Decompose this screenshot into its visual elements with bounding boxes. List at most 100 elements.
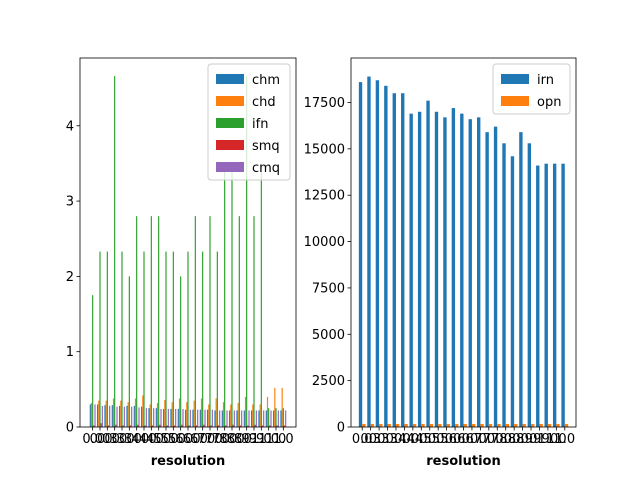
bar-chm-13 bbox=[185, 409, 187, 427]
x-tick-label: 0.6 bbox=[178, 432, 199, 447]
bar-irn-24 bbox=[561, 163, 565, 427]
x-tick-label: 0.8 bbox=[504, 432, 525, 447]
bar-ifn-22 bbox=[253, 216, 255, 427]
x-tick-label: 1.0 bbox=[251, 432, 272, 447]
bar-ifn-14 bbox=[194, 216, 196, 427]
bar-chm-2 bbox=[104, 405, 106, 427]
bar-opn-12 bbox=[463, 424, 467, 427]
bar-ifn-11 bbox=[172, 251, 174, 427]
x-tick-label: 0.8 bbox=[214, 432, 235, 447]
x-tick-label: 0.5 bbox=[156, 432, 177, 447]
bar-ifn-1 bbox=[99, 251, 101, 427]
x-tick-label: 0.6 bbox=[170, 432, 191, 447]
bar-smq-26 bbox=[283, 425, 286, 427]
x-tick-label: 1.0 bbox=[266, 432, 287, 447]
bar-chd-7 bbox=[142, 395, 144, 427]
bar-ifn-4 bbox=[121, 251, 123, 427]
bar-chd-17 bbox=[215, 398, 217, 427]
bar-smq-10 bbox=[166, 425, 168, 427]
x-tick-label: 1.0 bbox=[258, 432, 279, 447]
bar-chm-20 bbox=[236, 410, 238, 427]
bar-smq-25 bbox=[276, 425, 278, 427]
y-tick-label: 5000 bbox=[312, 328, 345, 343]
bar-opn-7 bbox=[421, 424, 425, 427]
y-tick-label: 15000 bbox=[304, 142, 345, 157]
x-tick-label: 0.5 bbox=[148, 432, 169, 447]
bar-smq-21 bbox=[247, 425, 249, 427]
x-tick-label: 0.7 bbox=[192, 432, 213, 447]
x-tick-label: 0.9 bbox=[236, 432, 257, 447]
bar-ifn-3 bbox=[114, 76, 116, 427]
bar-ifn-10 bbox=[165, 251, 167, 427]
bar-ifn-12 bbox=[180, 276, 182, 427]
bar-irn-19 bbox=[519, 132, 523, 428]
x-tick-label: 0.3 bbox=[369, 432, 390, 447]
bar-cmq-16 bbox=[211, 409, 213, 427]
x-tick-label: 1.0 bbox=[538, 432, 559, 447]
bar-chd-0 bbox=[90, 402, 93, 427]
bar-chm-24 bbox=[265, 410, 267, 427]
bar-ifn-6 bbox=[136, 216, 138, 427]
bar-chm-16 bbox=[207, 409, 209, 427]
legend-swatch-opn bbox=[501, 96, 529, 106]
bar-cmq-6 bbox=[138, 407, 140, 427]
bar-smq-2 bbox=[107, 425, 110, 427]
bar-chd-10 bbox=[164, 399, 166, 427]
bar-cmq-26 bbox=[285, 410, 287, 427]
bar-chd-12 bbox=[178, 398, 181, 427]
bar-ifn-16 bbox=[209, 216, 211, 427]
x-tick-label: 0.7 bbox=[200, 432, 221, 447]
x-tick-label: 0.7 bbox=[185, 432, 206, 447]
bar-ifn-5 bbox=[128, 276, 130, 427]
bar-opn-22 bbox=[547, 424, 552, 427]
series-ifn bbox=[92, 76, 284, 427]
bar-chm-1 bbox=[97, 404, 99, 427]
bar-irn-12 bbox=[460, 113, 464, 427]
bar-chm-26 bbox=[280, 410, 282, 427]
bar-irn-4 bbox=[392, 93, 396, 427]
x-tick-label: 0.6 bbox=[453, 432, 474, 447]
bar-chm-15 bbox=[199, 409, 201, 427]
bar-chm-23 bbox=[258, 410, 260, 427]
y-tick-label: 0 bbox=[337, 421, 345, 436]
legend-label-ifn: ifn bbox=[252, 117, 268, 132]
bar-cmq-17 bbox=[219, 410, 221, 427]
bar-smq-7 bbox=[144, 425, 146, 427]
bar-smq-17 bbox=[217, 425, 220, 427]
y-tick-label: 1 bbox=[66, 345, 74, 360]
x-tick-label: 0.8 bbox=[207, 432, 228, 447]
bar-smq-8 bbox=[151, 425, 154, 427]
bar-chd-2 bbox=[105, 400, 107, 427]
x-tick-label: 0.9 bbox=[229, 432, 250, 447]
legend-label-irn: irn bbox=[537, 73, 554, 88]
x-tick-label: 0.3 bbox=[97, 432, 118, 447]
bar-ifn-8 bbox=[150, 216, 152, 427]
bar-cmq-1 bbox=[101, 405, 103, 427]
bar-smq-24 bbox=[269, 425, 271, 427]
bar-cmq-24 bbox=[270, 410, 272, 427]
bar-chd-14 bbox=[193, 400, 195, 427]
bar-smq-13 bbox=[188, 425, 190, 427]
bar-opn-3 bbox=[387, 424, 391, 427]
x-tick-label: 0.3 bbox=[112, 432, 133, 447]
bar-irn-17 bbox=[502, 143, 506, 428]
x-tick-label: 0.3 bbox=[377, 432, 398, 447]
bar-opn-20 bbox=[531, 424, 535, 427]
bar-opn-5 bbox=[404, 424, 408, 427]
bar-chd-13 bbox=[186, 402, 188, 427]
bar-opn-16 bbox=[497, 424, 501, 427]
bar-opn-17 bbox=[505, 424, 510, 427]
bar-ifn-20 bbox=[238, 216, 240, 427]
bar-ifn-26 bbox=[282, 408, 284, 427]
bar-chd-19 bbox=[230, 404, 232, 427]
bar-smq-6 bbox=[137, 424, 139, 427]
bar-opn-15 bbox=[488, 424, 493, 427]
bar-smq-15 bbox=[203, 424, 205, 427]
x-tick-label: 0.3 bbox=[360, 432, 381, 447]
x-tick-label: 0.4 bbox=[386, 432, 407, 447]
bar-cmq-21 bbox=[248, 410, 250, 427]
y-tick-label: 2 bbox=[66, 270, 74, 285]
bar-irn-1 bbox=[367, 76, 371, 427]
bar-chm-7 bbox=[141, 406, 143, 427]
x-tick-label: 0.4 bbox=[403, 432, 424, 447]
